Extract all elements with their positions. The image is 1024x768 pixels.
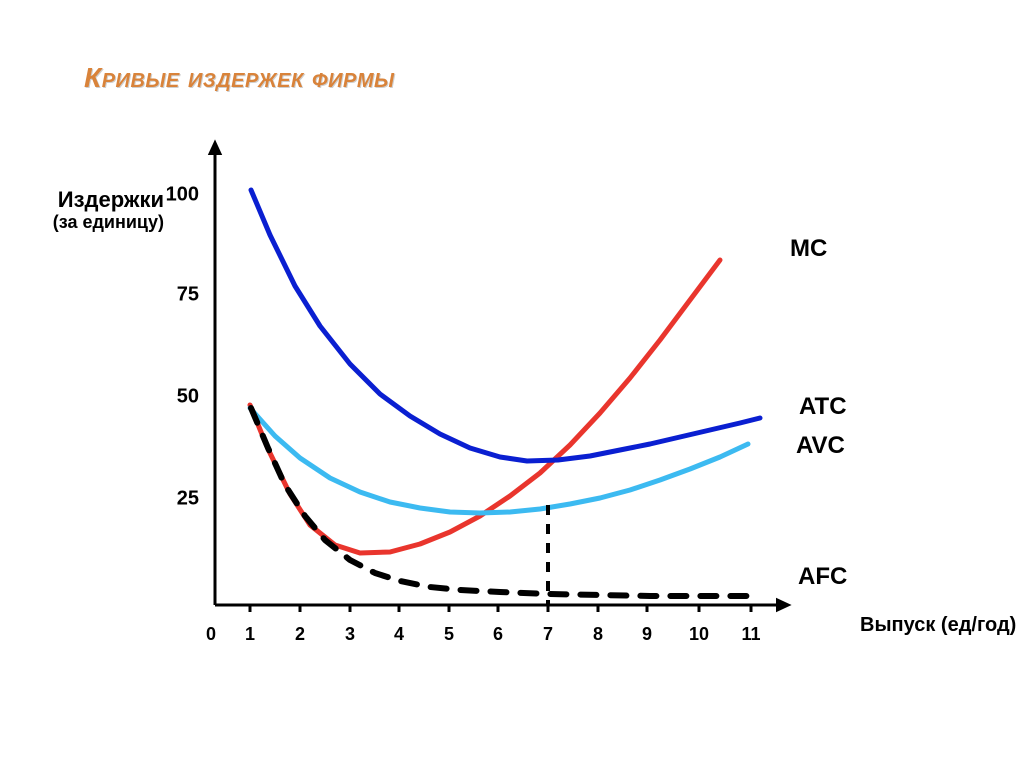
- x-tick-label: 2: [295, 624, 305, 645]
- x-tick-label: 4: [394, 624, 404, 645]
- curve-atc: [251, 190, 760, 461]
- x-tick-label: 0: [206, 624, 216, 645]
- x-tick-label: 3: [345, 624, 355, 645]
- x-tick-label: 6: [493, 624, 503, 645]
- curve-mc: [250, 260, 720, 553]
- x-axis-arrow: [776, 598, 792, 612]
- y-tick-label: 50: [177, 386, 199, 409]
- curve-avc: [250, 408, 748, 513]
- x-tick-label: 9: [642, 624, 652, 645]
- curve-label-mc: MC: [790, 235, 827, 263]
- x-tick-label: 8: [593, 624, 603, 645]
- curve-label-atc: ATC: [799, 393, 847, 421]
- x-tick-label: 10: [689, 624, 709, 645]
- x-tick-label: 11: [741, 624, 760, 645]
- y-tick-label: 100: [166, 184, 199, 207]
- curve-label-avc: AVC: [796, 432, 845, 460]
- curve-label-afc: AFC: [798, 563, 847, 591]
- x-tick-label: 1: [245, 624, 255, 645]
- y-tick-label: 75: [177, 284, 199, 307]
- y-tick-label: 25: [177, 488, 199, 511]
- x-tick-label: 7: [543, 624, 553, 645]
- y-axis-arrow: [208, 139, 222, 155]
- slide: Кривые издержек фирмы Издержки (за едини…: [0, 0, 1024, 768]
- cost-curves-chart: [0, 0, 1024, 768]
- x-tick-label: 5: [444, 624, 454, 645]
